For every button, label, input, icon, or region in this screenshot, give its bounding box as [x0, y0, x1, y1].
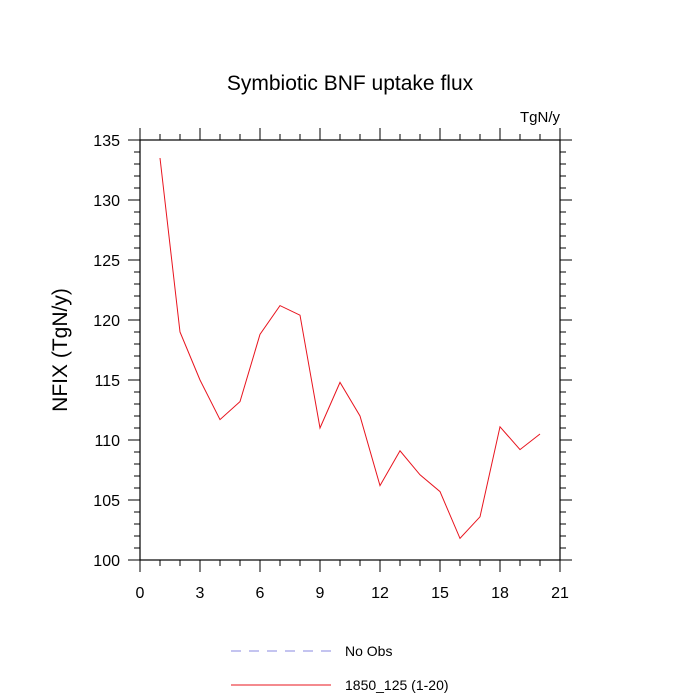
x-tick-label: 15 [431, 585, 449, 602]
legend: No Obs 1850_125 (1-20) [231, 643, 449, 693]
legend-label-no-obs: No Obs [345, 643, 392, 659]
units-label: TgN/y [520, 109, 561, 126]
y-tick-label: 120 [93, 313, 120, 330]
y-tick-label: 130 [93, 193, 120, 210]
y-tick-labels: 100 105 110 115 120 125 130 135 [93, 133, 120, 570]
y-tick-label: 105 [93, 493, 120, 510]
legend-label-1850-125: 1850_125 (1-20) [345, 677, 449, 693]
y-tick-label: 115 [94, 373, 120, 390]
x-tick-label: 3 [196, 585, 205, 602]
x-tick-label: 9 [316, 585, 325, 602]
y-tick-label: 110 [94, 433, 120, 450]
plot-area-frame [139, 139, 561, 561]
y-tick-label: 125 [93, 253, 120, 270]
y-tick-label: 100 [93, 553, 120, 570]
x-tick-label: 21 [551, 585, 569, 602]
series-line-1850-125 [159, 157, 541, 540]
x-tick-label: 18 [491, 585, 509, 602]
x-tick-label: 0 [136, 585, 145, 602]
axis-ticks [128, 128, 572, 572]
x-tick-label: 6 [256, 585, 265, 602]
x-tick-labels: 0 3 6 9 12 15 18 21 [136, 585, 569, 602]
series-group [159, 157, 541, 540]
x-tick-label: 12 [371, 585, 389, 602]
y-axis-label: NFIX (TgN/y) [49, 288, 72, 412]
y-tick-label: 135 [93, 133, 120, 150]
chart-title: Symbiotic BNF uptake flux [227, 72, 474, 95]
